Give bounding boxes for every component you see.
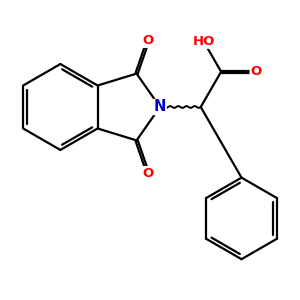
Text: O: O bbox=[250, 65, 261, 78]
Text: O: O bbox=[142, 34, 154, 47]
Text: HO: HO bbox=[193, 35, 215, 48]
Text: N: N bbox=[154, 100, 166, 115]
Text: O: O bbox=[142, 167, 154, 180]
